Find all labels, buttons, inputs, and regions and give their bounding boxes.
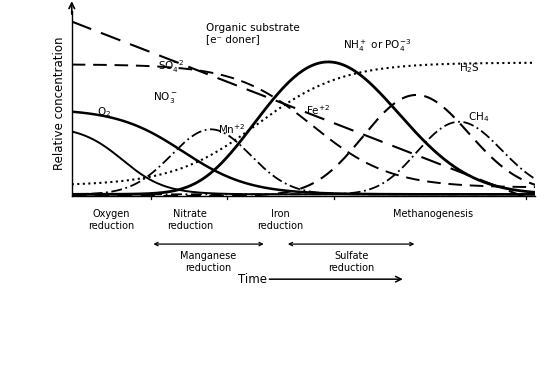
Text: Organic substrate
[e⁻ doner]: Organic substrate [e⁻ doner] — [206, 23, 300, 44]
Text: O$_2$: O$_2$ — [97, 105, 112, 119]
Text: SO$_4^{-2}$: SO$_4^{-2}$ — [157, 58, 184, 75]
Text: Iron
reduction: Iron reduction — [257, 209, 304, 231]
Text: NH$_4^+$ or PO$_4^{-3}$: NH$_4^+$ or PO$_4^{-3}$ — [343, 37, 411, 54]
Text: CH$_4$: CH$_4$ — [468, 110, 490, 124]
Text: Manganese
reduction: Manganese reduction — [181, 251, 237, 273]
Text: Methanogenesis: Methanogenesis — [394, 209, 474, 219]
Text: NO$_3^-$: NO$_3^-$ — [153, 90, 178, 105]
Text: Mn$^{+2}$: Mn$^{+2}$ — [218, 122, 246, 135]
Y-axis label: Relative concentration: Relative concentration — [53, 37, 66, 170]
Text: Oxygen
reduction: Oxygen reduction — [88, 209, 134, 231]
Text: Sulfate
reduction: Sulfate reduction — [328, 251, 374, 273]
Text: Time: Time — [237, 273, 267, 286]
Text: Fe$^{+2}$: Fe$^{+2}$ — [306, 103, 330, 117]
Text: H$_2$S: H$_2$S — [459, 62, 480, 75]
Text: Nitrate
reduction: Nitrate reduction — [167, 209, 213, 231]
